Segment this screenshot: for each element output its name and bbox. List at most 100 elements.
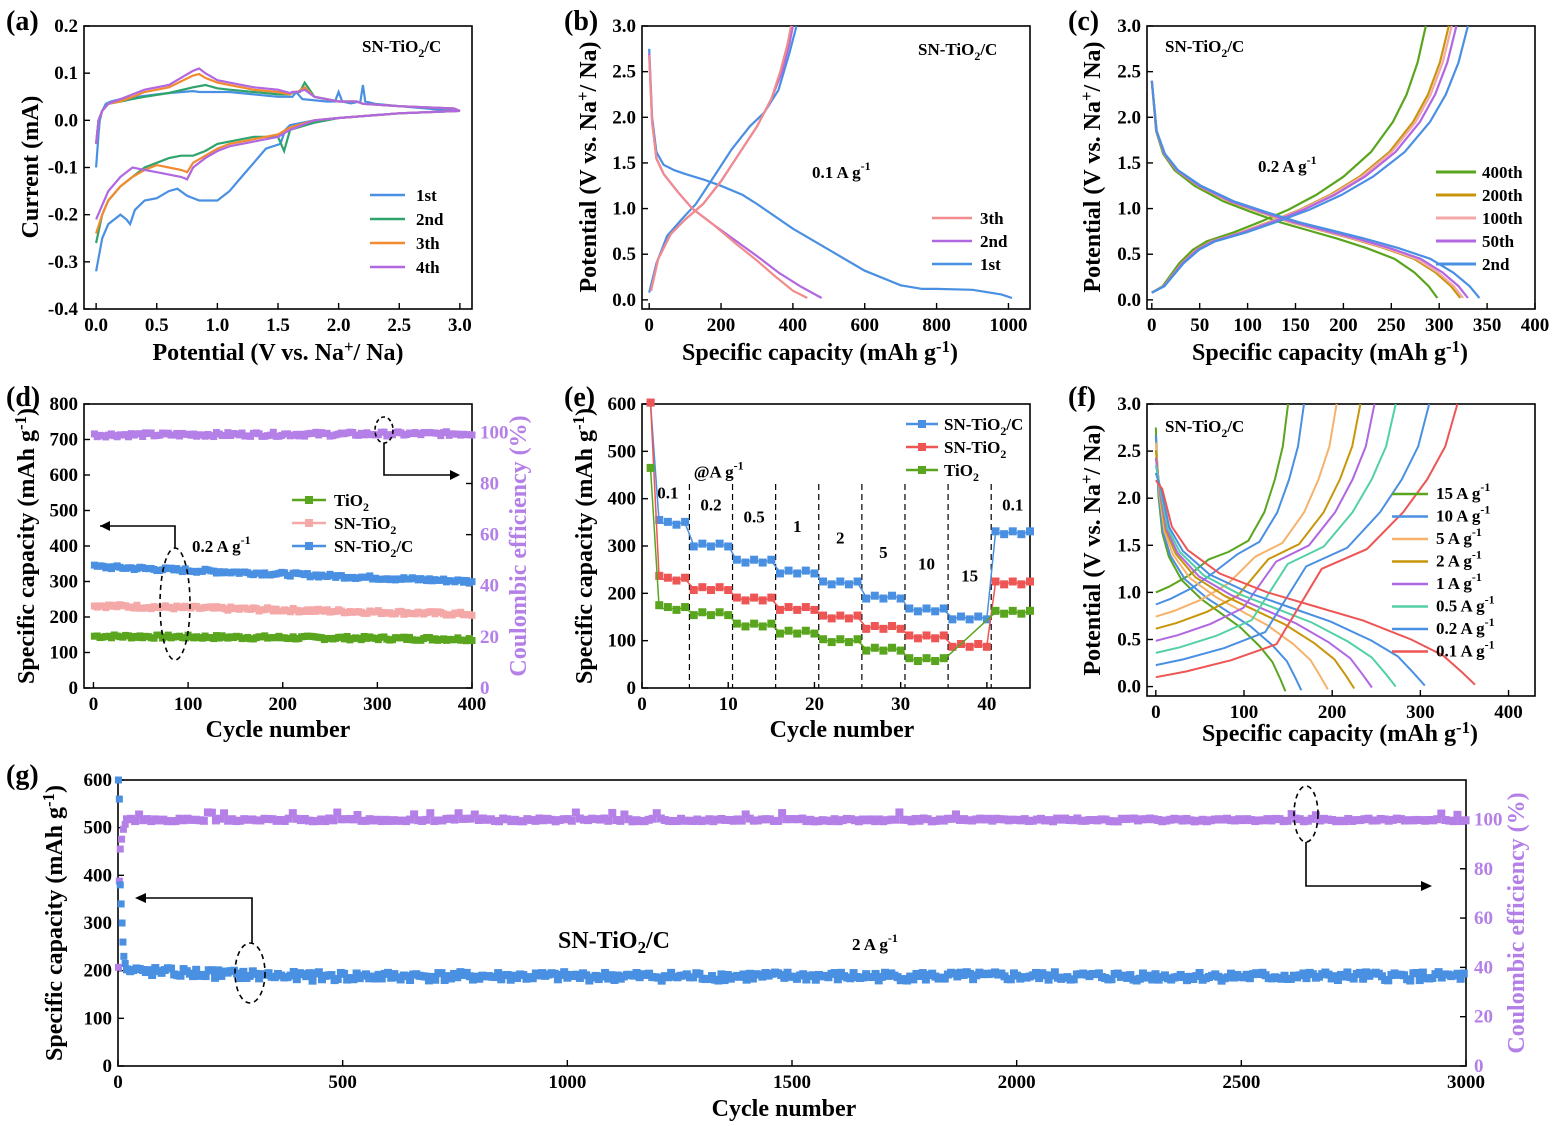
data-point <box>657 976 666 985</box>
data-point <box>1251 817 1260 826</box>
data-point <box>1445 816 1454 825</box>
data-point <box>171 817 180 826</box>
rate-label: 0.5 <box>743 507 764 526</box>
data-point <box>1146 814 1155 823</box>
data-point <box>135 810 144 819</box>
data-point <box>801 626 810 635</box>
data-point <box>296 816 305 825</box>
data-point <box>905 631 914 640</box>
panel-label: (c) <box>1068 6 1099 37</box>
data-point <box>255 974 264 983</box>
data-point <box>183 814 192 823</box>
data-point <box>1000 609 1009 618</box>
legend-label: SN-TiO2/C <box>334 537 413 560</box>
data-point <box>1417 816 1426 825</box>
data-point <box>1135 974 1144 983</box>
data-point <box>470 810 479 819</box>
data-point <box>713 815 722 824</box>
data-point <box>784 603 793 612</box>
y2-tick-label: 100 <box>1474 809 1503 830</box>
rate-label: 1 <box>793 517 802 536</box>
data-point <box>272 816 281 825</box>
data-point <box>596 815 605 824</box>
data-point <box>1050 968 1059 977</box>
data-point <box>377 974 386 983</box>
data-point <box>179 816 188 825</box>
data-point <box>1263 815 1272 824</box>
data-point <box>547 815 556 824</box>
x-tick-label: 0 <box>1151 702 1161 723</box>
data-point <box>1031 968 1040 977</box>
x-tick-label: 100 <box>1233 315 1262 336</box>
x-tick-label: 3.0 <box>448 315 472 336</box>
data-point <box>640 817 649 826</box>
rate-label: 0.1 <box>657 484 678 503</box>
data-point <box>980 815 989 824</box>
data-point <box>1125 814 1134 823</box>
data-point <box>854 817 863 826</box>
data-point <box>741 622 750 631</box>
data-point <box>450 815 459 824</box>
data-point <box>612 816 621 825</box>
chart-title: SN-TiO2/C <box>558 928 670 957</box>
data-point <box>1085 816 1094 825</box>
data-point <box>1457 817 1466 826</box>
discharge-curve <box>1154 465 1397 688</box>
data-point <box>775 629 784 638</box>
y-axis-label: Potential (V vs. Na+/ Na) <box>1077 424 1106 675</box>
y2-tick-label: 40 <box>1474 957 1493 978</box>
y-tick-label: 200 <box>84 961 113 982</box>
data-point <box>844 638 853 647</box>
data-point <box>1150 815 1159 824</box>
data-point <box>571 808 580 817</box>
data-point <box>810 605 819 614</box>
data-point <box>114 776 122 784</box>
data-point <box>1016 816 1025 825</box>
data-point <box>1138 815 1147 824</box>
charge-curve <box>1155 403 1305 606</box>
data-point <box>195 816 204 825</box>
data-point <box>1000 815 1009 824</box>
y-tick-label: 200 <box>50 607 79 628</box>
data-point <box>767 593 776 602</box>
data-point <box>1392 814 1401 823</box>
data-point <box>1408 816 1417 825</box>
data-point <box>818 816 827 825</box>
data-point <box>1065 816 1074 825</box>
data-point <box>381 815 390 824</box>
data-point <box>853 577 862 586</box>
data-point <box>1413 815 1422 824</box>
y-tick-label: 2.5 <box>612 62 636 83</box>
data-point <box>393 816 402 825</box>
legend-marker <box>305 519 313 527</box>
charge-curve <box>1151 25 1469 294</box>
y-tick-label: 500 <box>50 501 79 522</box>
data-point <box>656 814 665 823</box>
data-point <box>1453 810 1462 819</box>
data-point <box>1210 815 1219 824</box>
legend-label: SN-TiO2 <box>334 514 396 537</box>
x-axis-label: Specific capacity (mAh g-1) <box>1192 337 1468 366</box>
data-point <box>672 520 681 529</box>
y2-axis-label: Coulombic efficiency (%) <box>1504 792 1530 1053</box>
data-point <box>733 815 742 824</box>
data-point <box>579 815 588 824</box>
legend-marker <box>305 496 313 504</box>
data-point <box>600 814 609 823</box>
data-point <box>1434 968 1443 977</box>
data-point <box>228 815 237 824</box>
x-tick-label: 0 <box>113 1072 123 1093</box>
data-point <box>155 816 164 825</box>
data-point <box>965 969 974 978</box>
arrow-head <box>1421 881 1432 891</box>
x-tick-label: 1.0 <box>206 315 230 336</box>
data-point <box>862 646 871 655</box>
data-point <box>1291 814 1300 823</box>
data-point <box>380 428 388 436</box>
data-point <box>964 816 973 825</box>
data-point <box>871 969 880 978</box>
data-point <box>1332 817 1341 826</box>
data-point <box>793 569 802 578</box>
data-point <box>844 614 853 623</box>
data-point <box>830 815 839 824</box>
